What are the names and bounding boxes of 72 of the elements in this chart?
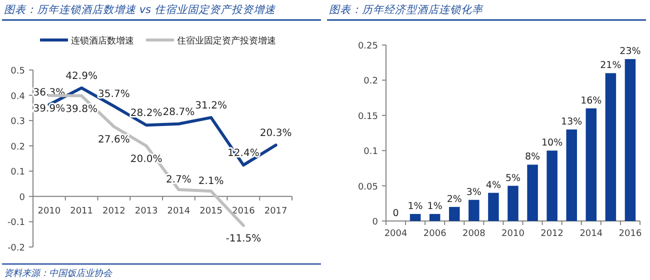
x-tick-label: 2010 — [502, 229, 525, 239]
y-tick-label: 0.3 — [10, 117, 25, 128]
x-tick-label: 2012 — [102, 206, 126, 216]
bar — [410, 214, 421, 221]
y-tick-label: 0.4 — [10, 92, 26, 102]
data-label: 20.0% — [130, 154, 162, 165]
bar — [586, 108, 597, 221]
data-label: 21% — [600, 60, 622, 72]
x-tick-label: 2008 — [462, 229, 486, 239]
y-tick-label: -0.2 — [7, 244, 25, 254]
data-label: 28.7% — [162, 106, 195, 118]
y-tick-label: 0.15 — [358, 112, 378, 122]
legend-label: 连锁酒店数增速 — [71, 36, 134, 46]
data-label: 20.3% — [260, 128, 292, 140]
chart-title: 图表：历年连锁酒店数增速 vs 住宿业固定资产投资增速 — [4, 4, 276, 16]
x-tick-label: 2006 — [423, 229, 447, 239]
data-label: 2% — [446, 194, 462, 205]
data-label: 2.7% — [166, 174, 192, 186]
bar — [605, 73, 616, 221]
data-label: 39.8% — [66, 104, 98, 115]
bar — [449, 206, 460, 221]
bar — [468, 200, 480, 221]
text: 资料来源：中国饭店业协会 — [4, 268, 113, 279]
y-tick-label: 0.25 — [358, 42, 378, 52]
y-tick-label: -0.1 — [7, 218, 25, 228]
x-tick-label: 2004 — [384, 229, 408, 239]
y-tick-label: 0.1 — [10, 168, 25, 178]
bar — [546, 150, 558, 221]
data-label: 13% — [561, 116, 582, 128]
data-label: 16% — [580, 95, 602, 106]
data-label: 42.9% — [66, 70, 98, 82]
x-tick-label: 2016 — [232, 206, 256, 216]
y-tick-label: 0.2 — [364, 76, 378, 87]
x-tick-label: 2015 — [200, 206, 223, 216]
bar — [488, 192, 499, 221]
x-tick-label: 2016 — [618, 229, 642, 239]
y-tick-label: 0.5 — [10, 66, 25, 76]
data-label: 2.1% — [198, 176, 224, 188]
data-label: 28.2% — [130, 108, 162, 120]
data-label: 5% — [505, 172, 521, 184]
bar — [624, 59, 636, 221]
x-tick-label: 2013 — [134, 206, 158, 216]
x-tick-label: 2014 — [167, 206, 190, 216]
bar — [429, 214, 440, 221]
chart-title: 图表：历年经济型酒店连锁化率 — [329, 4, 484, 16]
bar — [527, 164, 538, 221]
bar — [508, 186, 518, 221]
y-tick-label: 0.2 — [10, 142, 25, 152]
data-label: 27.6% — [98, 134, 130, 146]
data-label: 35.7% — [98, 89, 130, 100]
data-label: 3% — [466, 186, 482, 198]
x-tick-label: 2012 — [540, 229, 564, 239]
y-tick-label: 0.1 — [364, 147, 378, 158]
x-tick-label: 2014 — [580, 229, 603, 239]
legend-label: 住宿业固定资产投资增速 — [177, 36, 276, 46]
x-tick-label: 2010 — [38, 206, 61, 216]
x-tick-label: 2011 — [70, 206, 94, 216]
data-label: 4% — [486, 180, 501, 191]
data-label: 10% — [542, 138, 563, 149]
data-label: 1% — [427, 200, 442, 212]
bar — [566, 129, 577, 221]
data-label: -11.5% — [226, 234, 262, 245]
y-tick-label: 0.05 — [358, 182, 378, 192]
data-label: 8% — [525, 152, 540, 163]
data-label: 23% — [620, 46, 641, 58]
data-label: 1% — [408, 200, 423, 212]
data-label: 0 — [392, 208, 399, 219]
x-tick-label: 2017 — [264, 206, 288, 216]
data-label: 39.9% — [33, 104, 66, 115]
data-label: 31.2% — [195, 100, 227, 112]
y-tick-label: 0 — [372, 218, 378, 228]
y-tick-label: 0 — [19, 192, 26, 203]
